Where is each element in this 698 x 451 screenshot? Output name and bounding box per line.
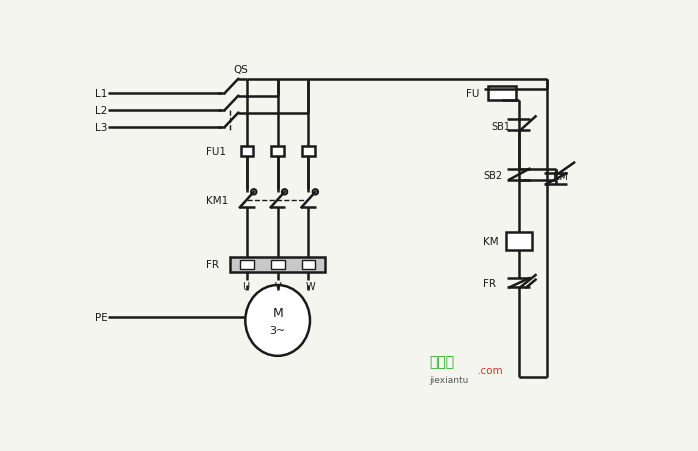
Text: L1: L1	[95, 89, 107, 99]
Bar	[240, 260, 254, 269]
Bar	[272, 146, 284, 157]
Bar	[241, 146, 253, 157]
Bar	[271, 260, 285, 269]
Text: FU: FU	[466, 88, 480, 98]
Text: L3: L3	[95, 123, 107, 133]
Text: M: M	[272, 307, 283, 319]
Text: jiexiantu: jiexiantu	[429, 375, 469, 384]
Text: 接线图: 接线图	[429, 354, 454, 368]
Text: SB2: SB2	[483, 170, 503, 180]
Ellipse shape	[245, 285, 310, 356]
Text: .com: .com	[478, 366, 503, 376]
Text: U: U	[242, 281, 249, 291]
Text: KM: KM	[553, 172, 567, 182]
Bar	[302, 146, 315, 157]
Bar	[488, 87, 517, 101]
Bar	[302, 260, 315, 269]
Text: W: W	[305, 281, 315, 291]
Bar	[230, 257, 325, 272]
Bar	[505, 232, 532, 251]
Text: L2: L2	[95, 106, 107, 116]
Text: SB1: SB1	[491, 121, 510, 131]
Text: KM: KM	[483, 237, 499, 247]
Text: FR: FR	[483, 278, 496, 288]
Text: FU1: FU1	[206, 147, 226, 156]
Text: V: V	[274, 281, 281, 291]
Text: PE: PE	[95, 312, 108, 322]
Text: FR: FR	[206, 260, 219, 270]
Text: KM1: KM1	[206, 195, 228, 205]
Text: QS: QS	[234, 64, 248, 74]
Text: 3~: 3~	[269, 325, 285, 335]
